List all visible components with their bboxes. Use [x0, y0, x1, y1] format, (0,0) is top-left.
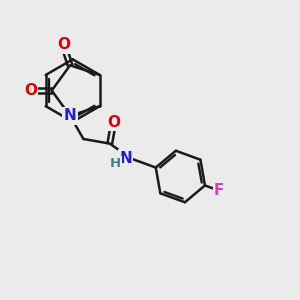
Text: O: O	[107, 115, 120, 130]
Text: N: N	[64, 108, 76, 123]
Text: H: H	[110, 158, 121, 170]
Text: N: N	[119, 151, 132, 166]
Text: F: F	[214, 183, 224, 198]
Text: O: O	[24, 83, 37, 98]
Text: O: O	[57, 38, 70, 52]
